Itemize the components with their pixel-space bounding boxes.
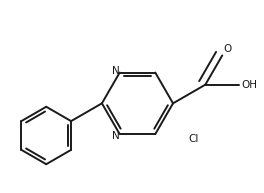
Text: Cl: Cl [188, 135, 198, 145]
Text: N: N [112, 130, 120, 141]
Text: O: O [224, 44, 232, 54]
Text: OH: OH [241, 80, 257, 90]
Text: N: N [112, 66, 120, 76]
